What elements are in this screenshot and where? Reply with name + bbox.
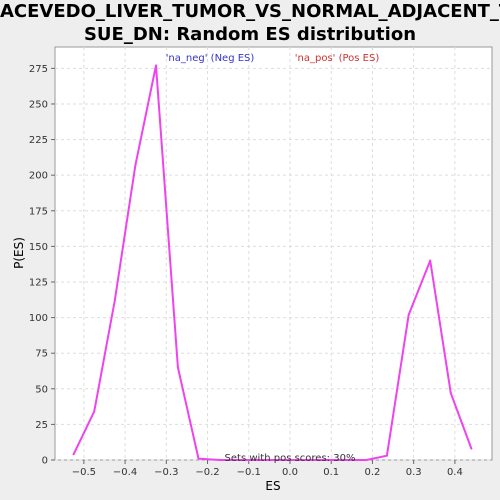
data-point [113, 299, 116, 302]
y-tick-label: 75 [35, 349, 48, 360]
data-point [155, 64, 158, 67]
y-tick-label: 250 [29, 99, 48, 110]
x-tick-label: −0.4 [113, 467, 137, 478]
data-point [260, 459, 263, 461]
data-point [449, 392, 452, 395]
y-tick-label: 225 [29, 135, 48, 146]
data-point [365, 459, 368, 461]
x-tick-label: 0.4 [447, 467, 463, 478]
data-point [72, 453, 75, 456]
x-tick-label: −0.5 [72, 467, 96, 478]
data-point [93, 410, 96, 413]
data-point [342, 459, 345, 461]
data-point [239, 459, 242, 461]
series-layer [72, 64, 473, 461]
x-tick-label: 0.3 [406, 467, 422, 478]
chart-title: ACEVEDO_LIVER_TUMOR_VS_NORMAL_ADJACENT_T… [0, 0, 500, 46]
y-tick-label: 0 [42, 456, 48, 467]
y-axis-label: P(ES) [12, 237, 26, 269]
data-point [321, 459, 324, 461]
y-tick-label: 200 [29, 171, 48, 182]
data-point [197, 457, 200, 460]
x-tick-label: −0.3 [154, 467, 178, 478]
y-tick-label: 100 [29, 313, 48, 324]
data-point [134, 164, 137, 167]
y-tick-label: 125 [29, 277, 48, 288]
series-line [72, 64, 473, 461]
data-point [301, 459, 304, 461]
y-tick-label: 175 [29, 206, 48, 217]
x-axis-label: ES [265, 479, 280, 493]
data-point [280, 459, 283, 461]
x-tick-label: 0.1 [323, 467, 339, 478]
legend-neg-label: 'na_neg' (Neg ES) [166, 53, 255, 64]
legend-pos-label: 'na_pos' (Pos ES) [295, 53, 380, 64]
data-point [407, 313, 410, 316]
plot-area [54, 46, 493, 461]
data-point [470, 447, 473, 450]
y-tick-label: 150 [29, 242, 48, 253]
data-point [385, 454, 388, 457]
chart-title-line-2: SUE_DN: Random ES distribution [83, 24, 417, 45]
data-point [218, 459, 221, 461]
data-point [429, 259, 432, 262]
x-tick-label: 0.0 [282, 467, 298, 478]
x-tick-label: −0.1 [237, 467, 261, 478]
annotation-text: Sets with pos scores: 30% [225, 453, 356, 464]
data-point [176, 366, 179, 369]
x-tick-label: 0.2 [364, 467, 380, 478]
x-tick-label: −0.2 [195, 467, 219, 478]
y-tick-label: 275 [29, 64, 48, 75]
y-tick-label: 50 [35, 384, 48, 395]
y-tick-label: 25 [35, 420, 48, 431]
chart-title-line-1: ACEVEDO_LIVER_TUMOR_VS_NORMAL_ADJACENT_T… [0, 1, 500, 22]
axis-ticks: −0.5 −0.4 −0.3 −0.2 −0.1 0.0 0.1 0.2 0.3 0.4 0 25 50… [29, 64, 463, 478]
